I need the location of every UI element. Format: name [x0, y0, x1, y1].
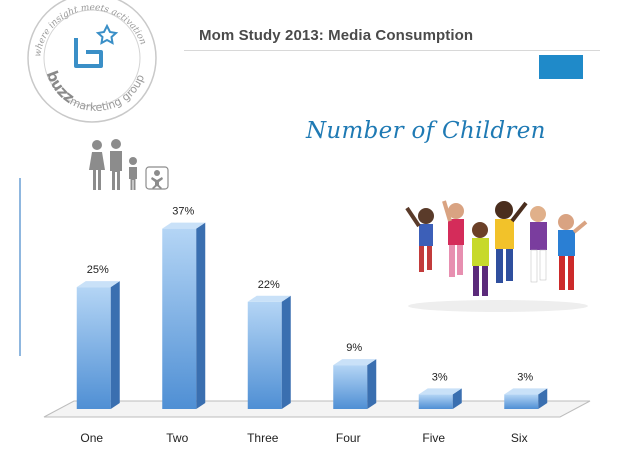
bar-side-four — [367, 359, 377, 409]
category-label-three: Three — [247, 431, 279, 445]
category-label-five: Five — [422, 431, 445, 445]
children-jumping-photo — [400, 166, 596, 316]
bar-top-four — [333, 359, 377, 366]
bar-top-three — [247, 295, 291, 302]
bar-three — [247, 301, 282, 409]
value-label-four: 9% — [346, 342, 362, 354]
bar-top-six — [504, 388, 548, 395]
bar-top-five — [418, 388, 462, 395]
bar-side-five — [452, 388, 462, 409]
left-accent-rule — [19, 178, 21, 356]
value-label-three: 22% — [258, 279, 280, 291]
buzz-marketing-group-logo: where insight meets activation buzz mark… — [27, 0, 157, 123]
chart-heading: Number of Children — [306, 118, 546, 144]
bar-one — [76, 287, 111, 409]
slide-title: Mom Study 2013: Media Consumption — [199, 27, 474, 44]
bar-four — [333, 365, 368, 409]
bar-six — [504, 394, 539, 409]
value-label-one: 25% — [87, 264, 109, 276]
value-label-two: 37% — [172, 206, 194, 218]
bar-top-one — [76, 281, 120, 288]
accent-box — [539, 55, 583, 79]
category-label-four: Four — [336, 431, 361, 445]
bar-side-six — [538, 388, 548, 409]
family-icon — [89, 139, 169, 190]
bar-two — [162, 228, 197, 409]
category-label-one: One — [80, 431, 103, 445]
bar-side-three — [281, 295, 291, 409]
value-label-five: 3% — [432, 371, 448, 383]
category-label-two: Two — [166, 431, 188, 445]
bar-side-two — [196, 222, 206, 409]
bar-side-one — [110, 281, 120, 409]
bar-top-two — [162, 222, 206, 229]
value-label-six: 3% — [517, 371, 533, 383]
category-label-six: Six — [511, 431, 528, 445]
title-divider — [184, 50, 600, 51]
bar-five — [418, 394, 453, 409]
